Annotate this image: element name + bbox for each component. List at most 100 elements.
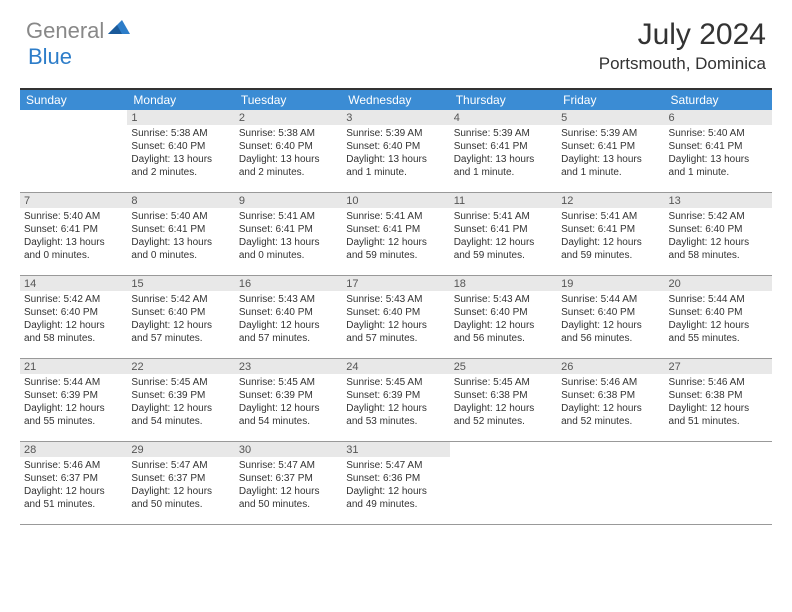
sunrise-text: Sunrise: 5:47 AM [131,459,230,472]
sunrise-text: Sunrise: 5:42 AM [24,293,123,306]
daylight-text-1: Daylight: 12 hours [561,236,660,249]
day-body: Sunrise: 5:46 AMSunset: 6:38 PMDaylight:… [665,374,772,432]
week-row: 21Sunrise: 5:44 AMSunset: 6:39 PMDayligh… [20,359,772,442]
day-body: Sunrise: 5:46 AMSunset: 6:37 PMDaylight:… [20,457,127,515]
sunrise-text: Sunrise: 5:41 AM [561,210,660,223]
day-number: 13 [665,193,772,208]
sunrise-text: Sunrise: 5:41 AM [346,210,445,223]
day-body: Sunrise: 5:45 AMSunset: 6:39 PMDaylight:… [235,374,342,432]
day-body: Sunrise: 5:40 AMSunset: 6:41 PMDaylight:… [665,125,772,183]
day-body: Sunrise: 5:39 AMSunset: 6:40 PMDaylight:… [342,125,449,183]
daylight-text-2: and 52 minutes. [561,415,660,428]
daylight-text-2: and 58 minutes. [24,332,123,345]
sunset-text: Sunset: 6:40 PM [346,140,445,153]
sunset-text: Sunset: 6:38 PM [454,389,553,402]
sunset-text: Sunset: 6:41 PM [561,223,660,236]
week-row: 14Sunrise: 5:42 AMSunset: 6:40 PMDayligh… [20,276,772,359]
day-number: 4 [450,110,557,125]
sunset-text: Sunset: 6:37 PM [131,472,230,485]
daylight-text-1: Daylight: 12 hours [24,402,123,415]
day-number: 17 [342,276,449,291]
day-body: Sunrise: 5:41 AMSunset: 6:41 PMDaylight:… [342,208,449,266]
daylight-text-1: Daylight: 13 hours [561,153,660,166]
sunrise-text: Sunrise: 5:44 AM [561,293,660,306]
day-number: 26 [557,359,664,374]
day-cell: 4Sunrise: 5:39 AMSunset: 6:41 PMDaylight… [450,110,557,192]
day-cell: 3Sunrise: 5:39 AMSunset: 6:40 PMDaylight… [342,110,449,192]
day-number: 16 [235,276,342,291]
daylight-text-2: and 0 minutes. [131,249,230,262]
day-body: Sunrise: 5:39 AMSunset: 6:41 PMDaylight:… [557,125,664,183]
sunrise-text: Sunrise: 5:46 AM [561,376,660,389]
day-cell: 15Sunrise: 5:42 AMSunset: 6:40 PMDayligh… [127,276,234,358]
sunrise-text: Sunrise: 5:38 AM [239,127,338,140]
daylight-text-2: and 57 minutes. [346,332,445,345]
day-cell: 17Sunrise: 5:43 AMSunset: 6:40 PMDayligh… [342,276,449,358]
month-title: July 2024 [599,18,766,52]
day-cell: 29Sunrise: 5:47 AMSunset: 6:37 PMDayligh… [127,442,234,524]
day-cell: 30Sunrise: 5:47 AMSunset: 6:37 PMDayligh… [235,442,342,524]
weeks-container: 1Sunrise: 5:38 AMSunset: 6:40 PMDaylight… [20,110,772,525]
daylight-text-2: and 50 minutes. [239,498,338,511]
day-number [20,110,127,125]
daylight-text-2: and 50 minutes. [131,498,230,511]
day-body: Sunrise: 5:44 AMSunset: 6:40 PMDaylight:… [557,291,664,349]
title-block: July 2024 Portsmouth, Dominica [599,18,766,74]
daylight-text-2: and 49 minutes. [346,498,445,511]
daylight-text-1: Daylight: 12 hours [346,236,445,249]
day-body: Sunrise: 5:45 AMSunset: 6:39 PMDaylight:… [342,374,449,432]
day-number: 7 [20,193,127,208]
day-cell [450,442,557,524]
day-cell: 14Sunrise: 5:42 AMSunset: 6:40 PMDayligh… [20,276,127,358]
daylight-text-1: Daylight: 12 hours [239,485,338,498]
day-number: 2 [235,110,342,125]
day-number: 29 [127,442,234,457]
daylight-text-1: Daylight: 12 hours [131,402,230,415]
daylight-text-1: Daylight: 12 hours [669,402,768,415]
day-number: 19 [557,276,664,291]
sunset-text: Sunset: 6:41 PM [669,140,768,153]
daylight-text-2: and 2 minutes. [131,166,230,179]
sunset-text: Sunset: 6:40 PM [131,140,230,153]
header: General July 2024 Portsmouth, Dominica [0,0,792,78]
day-body: Sunrise: 5:44 AMSunset: 6:40 PMDaylight:… [665,291,772,349]
day-cell [665,442,772,524]
sunrise-text: Sunrise: 5:40 AM [131,210,230,223]
daylight-text-1: Daylight: 12 hours [346,402,445,415]
day-body: Sunrise: 5:46 AMSunset: 6:38 PMDaylight:… [557,374,664,432]
day-number: 21 [20,359,127,374]
day-number: 3 [342,110,449,125]
day-cell: 21Sunrise: 5:44 AMSunset: 6:39 PMDayligh… [20,359,127,441]
sunset-text: Sunset: 6:40 PM [131,306,230,319]
sunrise-text: Sunrise: 5:44 AM [669,293,768,306]
logo-text-general: General [26,18,104,44]
day-cell: 13Sunrise: 5:42 AMSunset: 6:40 PMDayligh… [665,193,772,275]
daylight-text-1: Daylight: 13 hours [669,153,768,166]
daylight-text-2: and 59 minutes. [561,249,660,262]
day-body: Sunrise: 5:47 AMSunset: 6:36 PMDaylight:… [342,457,449,515]
weekday-header: Monday [127,90,234,110]
day-cell: 10Sunrise: 5:41 AMSunset: 6:41 PMDayligh… [342,193,449,275]
day-cell: 28Sunrise: 5:46 AMSunset: 6:37 PMDayligh… [20,442,127,524]
daylight-text-1: Daylight: 13 hours [24,236,123,249]
day-cell: 31Sunrise: 5:47 AMSunset: 6:36 PMDayligh… [342,442,449,524]
day-number: 10 [342,193,449,208]
day-cell: 26Sunrise: 5:46 AMSunset: 6:38 PMDayligh… [557,359,664,441]
daylight-text-1: Daylight: 12 hours [239,402,338,415]
daylight-text-2: and 58 minutes. [669,249,768,262]
day-cell: 19Sunrise: 5:44 AMSunset: 6:40 PMDayligh… [557,276,664,358]
day-cell: 5Sunrise: 5:39 AMSunset: 6:41 PMDaylight… [557,110,664,192]
day-cell: 8Sunrise: 5:40 AMSunset: 6:41 PMDaylight… [127,193,234,275]
sunset-text: Sunset: 6:38 PM [561,389,660,402]
daylight-text-2: and 54 minutes. [239,415,338,428]
day-body: Sunrise: 5:43 AMSunset: 6:40 PMDaylight:… [342,291,449,349]
sunset-text: Sunset: 6:39 PM [239,389,338,402]
weekday-header: Thursday [450,90,557,110]
sunrise-text: Sunrise: 5:45 AM [454,376,553,389]
logo-blue-row: Blue [28,44,72,70]
day-number: 14 [20,276,127,291]
sunset-text: Sunset: 6:41 PM [454,140,553,153]
daylight-text-2: and 57 minutes. [239,332,338,345]
daylight-text-2: and 51 minutes. [24,498,123,511]
day-number: 22 [127,359,234,374]
